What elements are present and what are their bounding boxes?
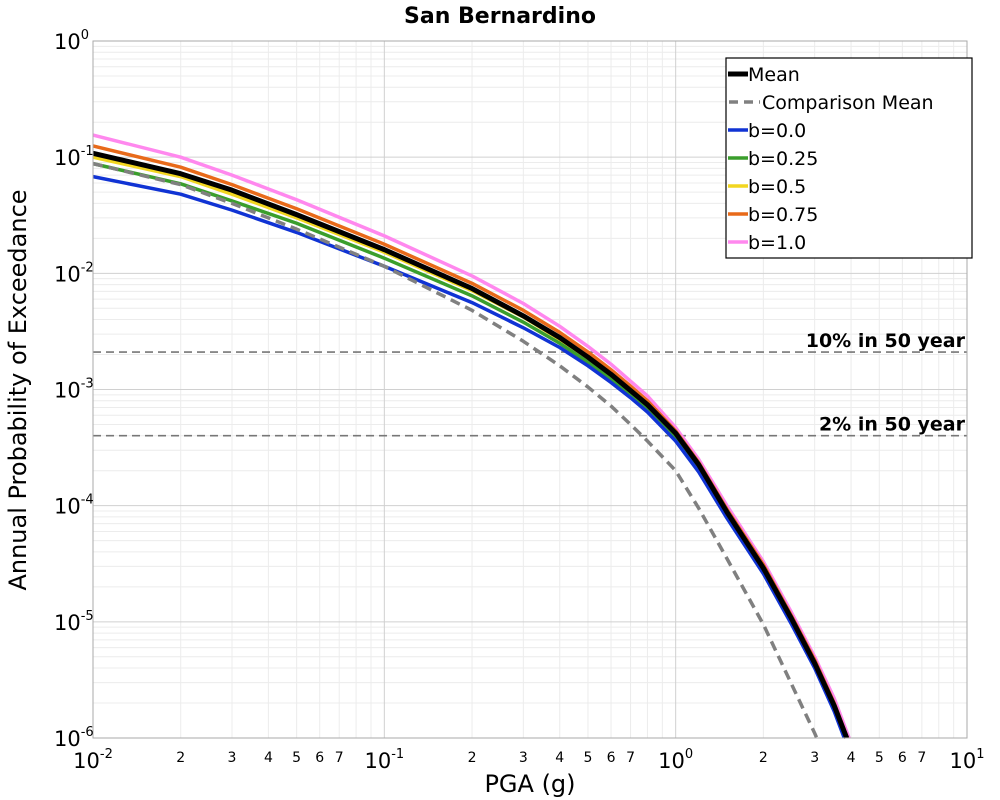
x-minor-tick-label: 2 <box>468 750 477 766</box>
x-axis-label: PGA (g) <box>484 770 575 798</box>
y-tick-exponent: -2 <box>81 260 94 275</box>
legend-box <box>725 57 973 259</box>
y-tick-exponent: -1 <box>81 144 94 159</box>
y-tick-exponent: 0 <box>81 28 89 43</box>
y-tick-base: 10 <box>54 379 81 403</box>
y-tick-label: 10-2 <box>54 260 94 286</box>
legend-label-b-0-5: b=0.5 <box>748 176 806 198</box>
x-minor-tick-label: 2 <box>759 750 768 766</box>
x-minor-tick-label: 7 <box>917 750 926 766</box>
reference-lines: 10% in 50 year 2% in 50 year <box>93 330 967 437</box>
x-tick-base: 10 <box>949 749 976 773</box>
legend-label-b-1-0: b=1.0 <box>748 232 806 254</box>
series-line-mean <box>92 150 850 739</box>
plot-frame <box>92 40 968 739</box>
legend-label-b-0-0: b=0.0 <box>748 120 806 142</box>
x-minor-tick-label: 3 <box>810 750 819 766</box>
series-line-b-0-0 <box>92 174 846 739</box>
series-group <box>92 133 851 739</box>
legend-label-b-0-75: b=0.75 <box>748 204 818 226</box>
y-tick-label: 10-1 <box>54 144 94 170</box>
x-tick-exponent: -2 <box>100 747 113 762</box>
x-minor-tick-label: 4 <box>847 750 856 766</box>
x-tick-label: 10-2 <box>73 747 113 773</box>
reference-line-label: 10% in 50 year <box>806 330 966 352</box>
y-tick-label: 10-5 <box>54 609 94 635</box>
chart-title: San Bernardino <box>404 4 596 29</box>
x-minor-tick-label: 7 <box>335 750 344 766</box>
x-tick-exponent: 1 <box>976 747 984 762</box>
x-minor-tick-label: 3 <box>519 750 528 766</box>
y-tick-label: 10-6 <box>54 725 94 751</box>
y-tick-base: 10 <box>54 30 81 54</box>
y-tick-base: 10 <box>54 611 81 635</box>
x-minor-tick-label: 5 <box>584 750 593 766</box>
y-tick-exponent: -5 <box>81 609 94 624</box>
x-minor-tick-label: 4 <box>264 750 273 766</box>
series-line-comparison-mean <box>92 161 819 739</box>
x-tick-label: 100 <box>658 747 693 773</box>
x-tick-exponent: -1 <box>391 747 404 762</box>
legend-label-comparison-mean: Comparison Mean <box>762 92 934 114</box>
x-tick-base: 10 <box>658 749 685 773</box>
y-tick-base: 10 <box>54 727 81 751</box>
x-minor-tick-label: 6 <box>607 750 616 766</box>
x-tick-label: 101 <box>949 747 984 773</box>
x-minor-tick-label: 7 <box>626 750 635 766</box>
x-tick-label: 10-1 <box>364 747 404 773</box>
x-tick-exponent: 0 <box>685 747 693 762</box>
y-tick-base: 10 <box>54 495 81 519</box>
y-tick-base: 10 <box>54 146 81 170</box>
x-tick-base: 10 <box>364 749 391 773</box>
reference-line-label: 2% in 50 year <box>819 414 966 436</box>
x-minor-tick-label: 4 <box>555 750 564 766</box>
legend-label-mean: Mean <box>748 64 800 86</box>
y-tick-exponent: -4 <box>81 493 94 508</box>
x-minor-tick-label: 3 <box>228 750 237 766</box>
y-tick-label: 10-3 <box>54 377 94 403</box>
y-tick-base: 10 <box>54 262 81 286</box>
x-minor-tick-label: 2 <box>176 750 185 766</box>
x-minor-tick-label: 6 <box>898 750 907 766</box>
legend: Mean Comparison Mean b=0.0 b=0.25 b=0.5 b=0.7… <box>725 57 973 259</box>
legend-label-b-0-25: b=0.25 <box>748 148 818 170</box>
y-tick-exponent: -6 <box>81 725 94 740</box>
y-tick-label: 10-4 <box>54 493 94 519</box>
y-tick-exponent: -3 <box>81 377 94 392</box>
x-tick-base: 10 <box>73 749 100 773</box>
grid <box>92 40 968 739</box>
y-tick-label: 100 <box>54 28 89 54</box>
x-minor-tick-label: 6 <box>315 750 324 766</box>
y-axis-label: Annual Probability of Exceedance <box>4 189 32 590</box>
x-minor-tick-label: 5 <box>875 750 884 766</box>
x-minor-tick-label: 5 <box>292 750 301 766</box>
